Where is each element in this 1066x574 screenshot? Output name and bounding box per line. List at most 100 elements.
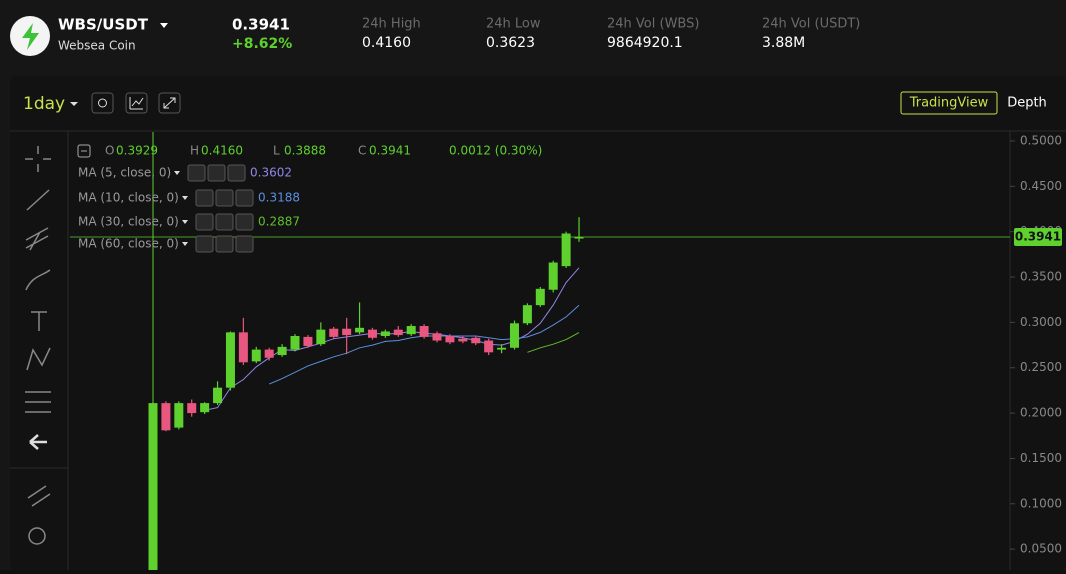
text-tool[interactable] [31,311,47,331]
ma-legend-button [215,213,234,231]
ohlc-name: O [105,144,114,158]
candle-body [458,338,468,342]
candle-body [393,329,403,336]
candle-body [238,332,248,363]
ma-legend-button [195,213,214,231]
zoom-tool[interactable] [28,527,46,545]
stat-label: 24h Vol (WBS) [607,17,699,32]
pair-dropdown[interactable] [160,23,168,28]
fib-tool[interactable] [25,227,49,251]
y-tick-label: 0.1500 [1020,451,1062,465]
ma-legend-button [207,164,226,182]
candle-body [380,331,390,336]
coin-name: Websea Coin [58,39,136,53]
candle-body [277,346,287,356]
pattern-tool[interactable] [26,347,51,371]
price-tag [1014,228,1062,247]
price-tag-label: 0.3941 [1015,230,1061,244]
candle-body [419,326,429,337]
ma-line [527,332,580,353]
ruler-tool[interactable] [27,485,51,507]
y-tick-label: 0.2500 [1020,360,1062,374]
candle-body [316,329,326,345]
pair-name[interactable]: WBS/USDT [58,16,149,34]
candle-body [342,328,352,336]
ma-legend-button [215,189,234,207]
candle-body [225,332,235,388]
candle-body [484,340,494,353]
indicator-button[interactable] [125,92,148,114]
candle-body [574,237,584,239]
y-tick-label: 0.0500 [1020,542,1062,556]
ma-legend-value: 0.3602 [250,166,292,180]
stat-value: 9864920.1 [607,35,683,51]
ma-legend-button [235,213,254,231]
ma-legend-name: MA (5, close, 0) [78,166,171,180]
ma-legend-dropdown[interactable] [182,196,188,200]
interval[interactable]: 1day [23,94,65,114]
candle-body [303,336,313,346]
ohlc-name: H [190,144,199,158]
last-price: 0.3941 [232,16,290,34]
ma-legend-dropdown[interactable] [174,171,180,175]
settings-button[interactable] [91,92,114,114]
stat-label: 24h Low [486,17,541,32]
depth-label[interactable]: Depth [1007,96,1047,111]
stat-label: 24h High [362,17,421,32]
measure-tool[interactable] [25,391,51,413]
candle-body [471,337,481,344]
ma-legend-dropdown[interactable] [182,242,188,246]
fullscreen-icon [163,97,176,109]
candle-body [509,323,519,348]
candle-body [187,403,197,414]
tradingview-tab[interactable] [900,91,998,115]
ma-legend-button [195,235,214,253]
drawing-tools [25,146,51,545]
ohlc-value: 0.3888 [284,144,326,158]
candle-body [161,403,171,431]
crosshair-tool[interactable] [25,146,51,172]
stat-value: 3.88M [762,35,805,51]
y-tick-label: 0.3500 [1020,270,1062,284]
ma-legend-name: MA (10, close, 0) [78,191,179,205]
indicator-icon [129,97,144,110]
ma-legend-dropdown[interactable] [182,220,188,224]
chart-panel [10,76,1066,570]
candle-body [367,329,377,338]
stat-value: 0.3623 [486,35,535,51]
y-tick-label: 0.5000 [1020,133,1062,147]
ma-legend-button [195,189,214,207]
ohlc-value: 0.3941 [369,144,411,158]
candle-body [200,403,210,413]
candle-body [329,328,339,337]
ma-legend-button [215,235,234,253]
candle-body [535,288,545,306]
brush-tool[interactable] [25,269,51,291]
candle-body [522,305,532,324]
y-tick-label: 0.2000 [1020,406,1062,420]
settings-icon [98,98,107,108]
fullscreen-button[interactable] [158,92,181,114]
candle-body [548,262,558,290]
stat-label: 24h Vol (USDT) [762,17,860,32]
collapse-legend[interactable] [77,144,91,158]
tradingview-label[interactable]: TradingView [909,96,989,111]
hide-tools[interactable] [29,434,47,450]
interval-dropdown[interactable] [70,102,78,106]
candle-body [561,233,571,267]
y-tick-label: 0.4500 [1020,179,1062,193]
y-tick-label: 0.3000 [1020,315,1062,329]
ohlc-change: 0.0012 (0.30%) [449,144,542,158]
candle-body [251,349,261,362]
ma-legend-button [187,164,206,182]
candle-body [445,335,455,343]
candle-body [497,347,507,350]
candle-body [264,349,274,358]
trendline-tool[interactable] [26,189,50,211]
candle-body [213,387,223,404]
candle-body [290,335,300,350]
y-tick-label: 0.1000 [1020,496,1062,510]
ohlc-value: 0.3929 [116,144,158,158]
candle-body [174,403,184,428]
